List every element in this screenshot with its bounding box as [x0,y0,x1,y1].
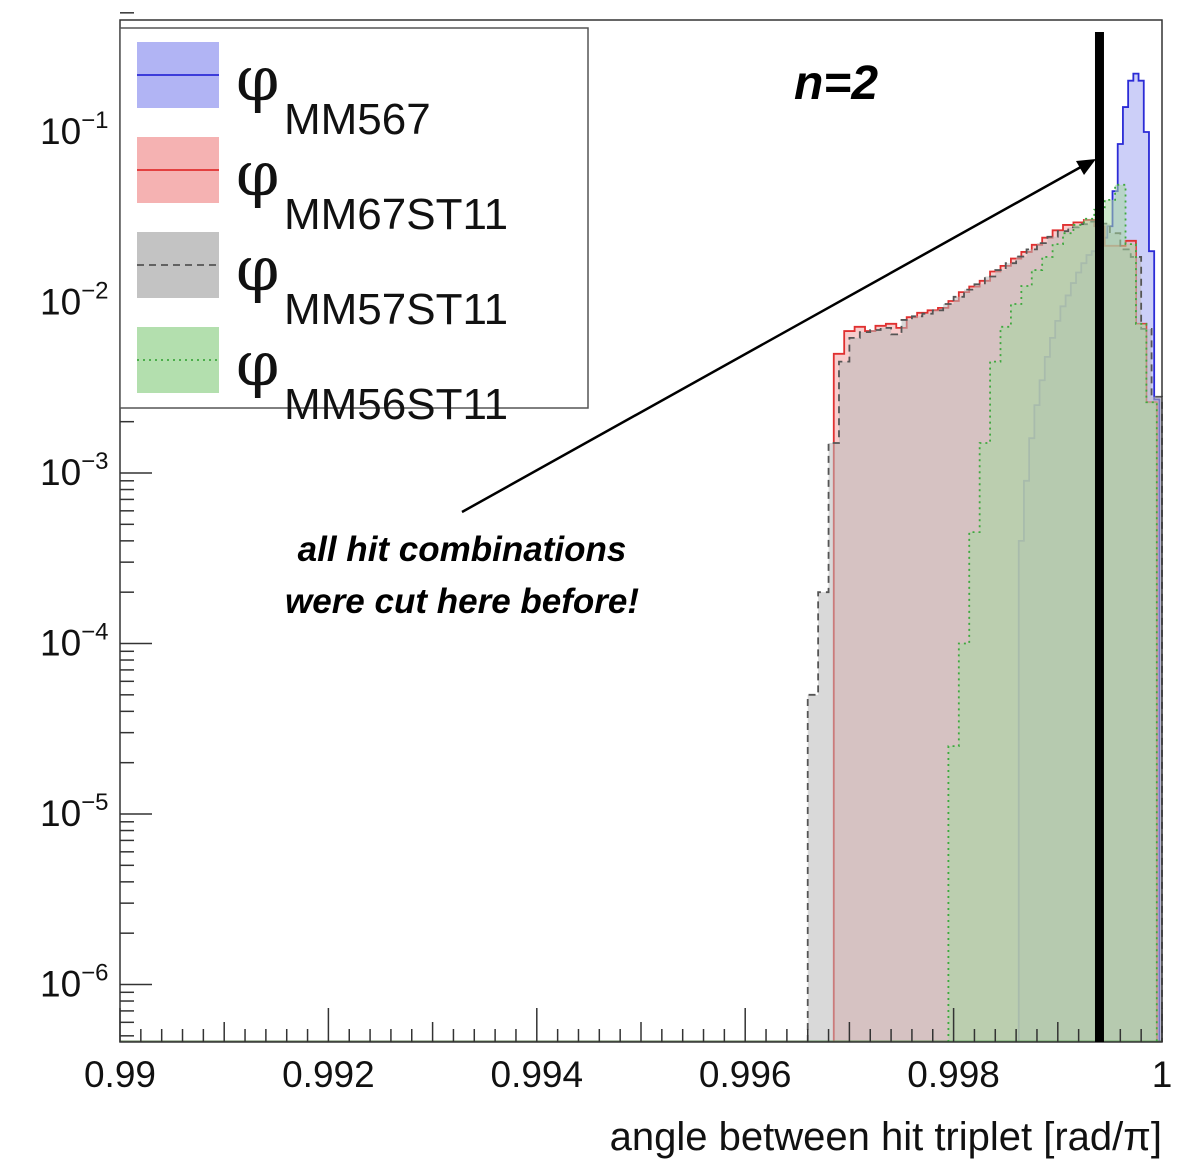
histogram-series-group [120,72,1163,1043]
legend-symbol: φ [236,327,279,400]
y-tick-exponent: −4 [81,619,108,646]
annotation-note-line1: all hit combinations [298,530,627,569]
series-mm56st11-outline [947,183,1158,1042]
x-axis: 0.99 0.992 0.994 0.996 0.998 1 [84,1008,1172,1095]
x-tick-label: 0.996 [699,1054,792,1095]
annotation-arrow-head [1076,159,1096,175]
y-tick-exponent: −2 [81,278,108,305]
legend-symbol: φ [236,232,279,305]
y-tick-exponent: −5 [81,789,108,816]
x-tick-label: 0.998 [907,1054,1000,1095]
legend-symbol: φ [236,42,279,115]
x-axis-title: angle between hit triplet [rad/π] [610,1115,1162,1159]
legend-label-mm67st11: MM67ST11 [284,190,508,239]
y-tick-exponent: −6 [81,960,108,987]
y-tick-exponent: −3 [81,448,108,475]
legend-label-mm567: MM567 [284,95,431,144]
x-tick-label: 0.994 [491,1054,584,1095]
legend-label-mm56st11: MM56ST11 [284,380,508,429]
n-label: n=2 [794,57,878,110]
x-tick-label: 0.99 [84,1054,156,1095]
annotation-arrow-line [461,161,1089,514]
y-tick-exponent: −1 [81,107,108,134]
x-tick-label: 1 [1152,1054,1173,1095]
annotations: n=2 all hit combinations were cut here b… [285,32,1104,1042]
y-tick-label: 10−5 [40,789,109,834]
x-tick-label: 0.992 [282,1054,375,1095]
y-tick-label: 10−3 [40,448,109,493]
series-mm56st11-fill [948,184,1157,1043]
legend-label-mm57st11: MM57ST11 [284,285,508,334]
annotation-note-line2: were cut here before! [285,582,639,621]
legend-symbol: φ [236,137,279,210]
